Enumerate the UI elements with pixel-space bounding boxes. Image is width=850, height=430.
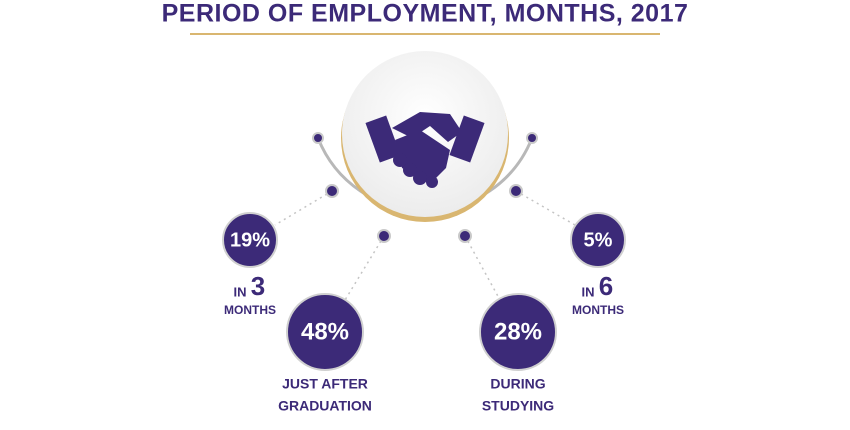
percent: 48% bbox=[301, 318, 349, 345]
percent: 19% bbox=[230, 229, 270, 251]
percent-circle bbox=[570, 212, 626, 268]
percent-circle bbox=[479, 293, 557, 371]
label-prefix: IN bbox=[582, 284, 595, 299]
label-suffix: MONTHS bbox=[224, 303, 276, 317]
label-number: 6 bbox=[599, 271, 613, 301]
connectors bbox=[274, 190, 576, 301]
handshake-icon bbox=[365, 112, 485, 188]
label-line: DURING bbox=[490, 376, 545, 392]
percent-circle bbox=[286, 293, 364, 371]
percent: 28% bbox=[494, 318, 542, 345]
title: PERIOD OF EMPLOYMENT, MONTHS, 2017 bbox=[162, 0, 689, 28]
label-line: JUST AFTER bbox=[282, 376, 368, 392]
percent: 5% bbox=[584, 229, 613, 251]
label-prefix: IN bbox=[234, 284, 247, 299]
label-suffix: MONTHS bbox=[572, 303, 624, 317]
percent-circle bbox=[222, 212, 278, 268]
label-line: GRADUATION bbox=[278, 398, 372, 414]
label-number: 3 bbox=[251, 271, 265, 301]
label-line: STUDYING bbox=[482, 398, 554, 414]
arc-dots bbox=[312, 132, 538, 243]
